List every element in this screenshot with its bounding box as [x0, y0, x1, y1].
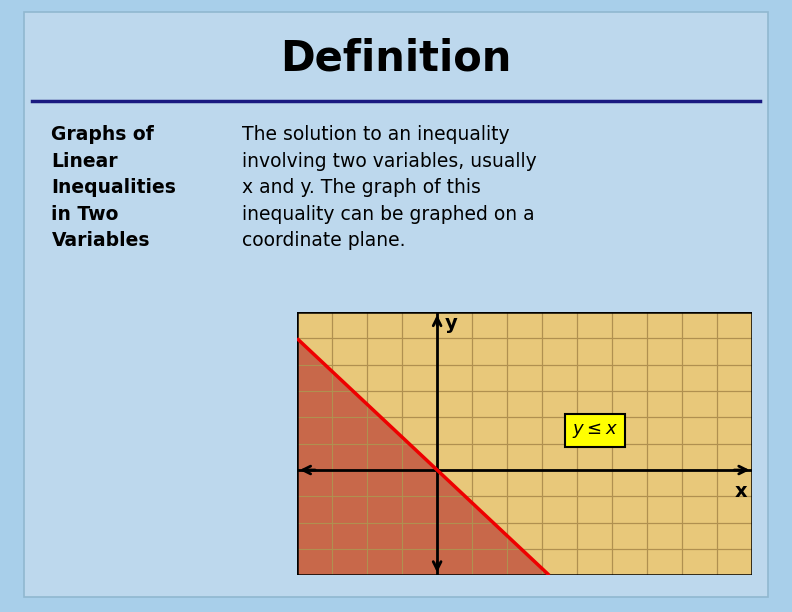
Text: Definition: Definition: [280, 37, 512, 79]
Text: Graphs of
Linear
Inequalities
in Two
Variables: Graphs of Linear Inequalities in Two Var…: [51, 125, 177, 250]
Text: $y \leq x$: $y \leq x$: [572, 421, 618, 440]
Text: x: x: [734, 482, 747, 501]
Text: The solution to an inequality
involving two variables, usually
x and y. The grap: The solution to an inequality involving …: [242, 125, 536, 250]
Polygon shape: [297, 338, 549, 575]
Text: y: y: [445, 314, 458, 333]
FancyBboxPatch shape: [24, 12, 768, 597]
